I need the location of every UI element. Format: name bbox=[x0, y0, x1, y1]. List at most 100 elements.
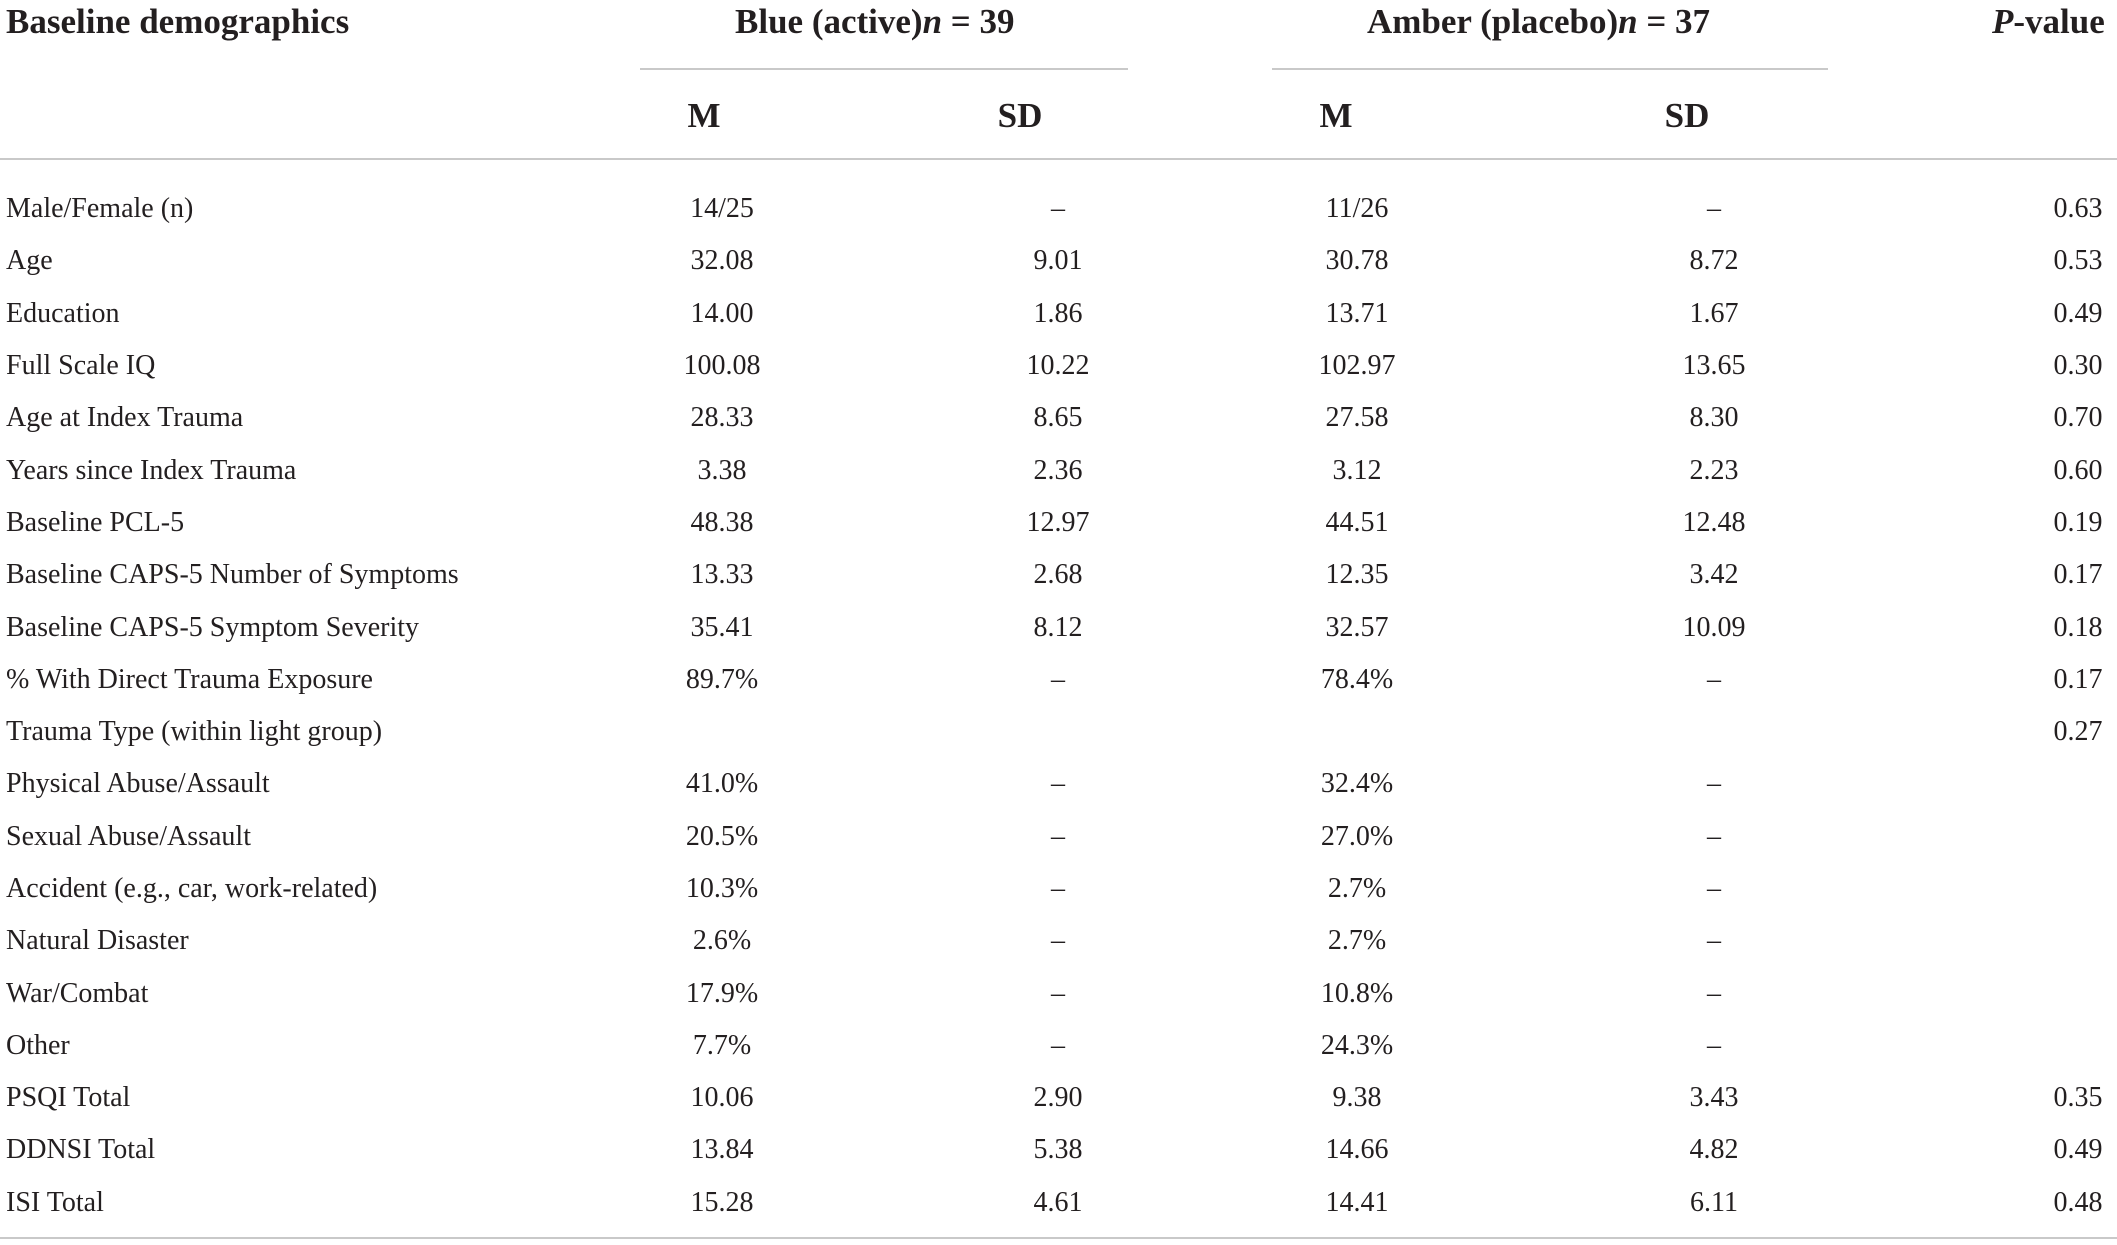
amber-sd-cell: – bbox=[1707, 977, 1721, 1009]
amber-sd-cell: – bbox=[1707, 1029, 1721, 1061]
table-row: Trauma Type (within light group) 0.27 bbox=[0, 706, 2117, 758]
row-label: Education bbox=[6, 297, 120, 329]
blue-mean-cell: 20.5% bbox=[685, 820, 759, 852]
blue-sd-cell: 5.38 bbox=[1033, 1134, 1083, 1166]
table-row: Other 7.7% – 24.3% – bbox=[0, 1020, 2117, 1072]
amber-mean-cell: 78.4% bbox=[1320, 663, 1394, 695]
blue-mean-cell: 89.7% bbox=[685, 663, 759, 695]
row-label: Baseline CAPS-5 Symptom Severity bbox=[6, 611, 419, 643]
row-label: Accident (e.g., car, work-related) bbox=[6, 873, 378, 904]
amber-sd-cell: 10.09 bbox=[1682, 611, 1746, 643]
blue-sd-cell: 1.86 bbox=[1033, 297, 1083, 329]
blue-mean-cell bbox=[580, 706, 830, 758]
table-row: ISI Total 15.28 4.61 14.41 6.11 0.48 bbox=[0, 1177, 2117, 1229]
blue-sd-cell: – bbox=[1051, 820, 1065, 852]
amber-n-value: = 37 bbox=[1637, 2, 1711, 41]
blue-sd-cell: – bbox=[1051, 977, 1065, 1009]
blue-sd-cell: – bbox=[1051, 663, 1065, 695]
amber-mean-cell: 3.12 bbox=[1332, 454, 1382, 486]
blue-mean-cell: 32.08 bbox=[690, 245, 754, 277]
p-value-cell: 0.35 bbox=[2053, 1082, 2103, 1114]
row-label: Other bbox=[6, 1029, 70, 1061]
amber-sd-cell: – bbox=[1707, 768, 1721, 800]
amber-sd-cell: 8.30 bbox=[1689, 402, 1739, 434]
amber-sd-cell: – bbox=[1707, 820, 1721, 852]
amber-mean-cell: 13.71 bbox=[1325, 297, 1389, 329]
table-row: % With Direct Trauma Exposure 89.7% – 78.4%… bbox=[0, 654, 2117, 706]
amber-sd-cell: 12.48 bbox=[1682, 506, 1746, 538]
table-row: PSQI Total 10.06 2.90 9.38 3.43 0.35 bbox=[0, 1072, 2117, 1124]
p-value-cell: 0.60 bbox=[2053, 454, 2103, 486]
amber-mean-cell bbox=[1215, 706, 1475, 758]
blue-mean-cell: 48.38 bbox=[690, 506, 754, 538]
amber-sd-cell: – bbox=[1707, 193, 1721, 225]
blue-mean-cell: 14.00 bbox=[690, 297, 754, 329]
p-suffix: -value bbox=[2013, 2, 2105, 41]
table-row: War/Combat 17.9% – 10.8% – bbox=[0, 967, 2117, 1019]
blue-sd-cell: 9.01 bbox=[1033, 245, 1083, 277]
table-row: Education 14.00 1.86 13.71 1.67 0.49 bbox=[0, 288, 2117, 340]
blue-mean-cell: 10.06 bbox=[690, 1082, 754, 1114]
header-blue-group: Blue (active)n = 39 bbox=[735, 0, 1015, 44]
amber-sd-cell: – bbox=[1707, 663, 1721, 695]
p-value-cell: 0.18 bbox=[2053, 611, 2103, 643]
amber-mean-cell: 11/26 bbox=[1325, 193, 1389, 225]
p-value-cell bbox=[1915, 1020, 2117, 1072]
blue-mean-cell: 10.3% bbox=[685, 873, 759, 904]
blue-mean-cell: 100.08 bbox=[683, 350, 761, 382]
table-row: Baseline CAPS-5 Number of Symptoms 13.33 2… bbox=[0, 549, 2117, 601]
header-p-value: P-value bbox=[1992, 0, 2105, 44]
table-row: Natural Disaster 2.6% – 2.7% – bbox=[0, 915, 2117, 967]
blue-n-variable: n bbox=[922, 2, 943, 41]
amber-sd-cell: 3.42 bbox=[1689, 559, 1739, 591]
blue-mean-cell: 14/25 bbox=[690, 193, 754, 225]
amber-mean-cell: 27.58 bbox=[1325, 402, 1389, 434]
data-table-body: Male/Female (n) 14/25 – 11/26 – 0.63 Age 32.08 9… bbox=[0, 183, 2117, 1229]
p-value-cell: 0.17 bbox=[2053, 663, 2103, 695]
subheader-amber-sd: SD bbox=[1664, 96, 1710, 135]
p-italic: P bbox=[1992, 2, 2014, 41]
amber-sd-cell: 1.67 bbox=[1689, 297, 1739, 329]
blue-sd-cell bbox=[830, 706, 1215, 758]
blue-mean-cell: 2.6% bbox=[692, 925, 752, 957]
blue-mean-cell: 41.0% bbox=[685, 768, 759, 800]
blue-sd-cell: – bbox=[1051, 925, 1065, 957]
blue-sd-cell: – bbox=[1051, 768, 1065, 800]
p-value-cell: 0.70 bbox=[2053, 402, 2103, 434]
blue-sd-cell: – bbox=[1051, 1029, 1065, 1061]
blue-group-rule bbox=[640, 68, 1128, 70]
blue-sd-cell: 2.90 bbox=[1033, 1082, 1083, 1114]
p-value-cell: 0.53 bbox=[2053, 245, 2103, 277]
row-label: Age bbox=[6, 245, 53, 277]
p-value-cell: 0.48 bbox=[2053, 1186, 2103, 1218]
row-label: Baseline CAPS-5 Number of Symptoms bbox=[6, 559, 459, 591]
table-row: Baseline CAPS-5 Symptom Severity 35.41 8.1… bbox=[0, 601, 2117, 653]
amber-mean-cell: 32.57 bbox=[1325, 611, 1389, 643]
amber-mean-cell: 2.7% bbox=[1327, 925, 1387, 957]
blue-sd-cell: – bbox=[1051, 873, 1065, 904]
blue-sd-cell: 10.22 bbox=[1026, 350, 1090, 382]
table-row: Male/Female (n) 14/25 – 11/26 – 0.63 bbox=[0, 183, 2117, 235]
amber-group-rule bbox=[1272, 68, 1828, 70]
p-value-cell: 0.49 bbox=[2053, 1134, 2103, 1166]
blue-n-value: = 39 bbox=[942, 2, 1015, 41]
blue-mean-cell: 3.38 bbox=[697, 454, 747, 486]
header-bottom-rule bbox=[0, 158, 2117, 160]
table-bottom-rule bbox=[0, 1237, 2117, 1239]
amber-sd-cell bbox=[1475, 706, 1915, 758]
amber-mean-cell: 30.78 bbox=[1325, 245, 1389, 277]
row-label: Baseline PCL-5 bbox=[6, 506, 185, 538]
p-value-cell: 0.17 bbox=[2053, 559, 2103, 591]
subheader-blue-sd: SD bbox=[997, 96, 1043, 135]
amber-mean-cell: 14.66 bbox=[1325, 1134, 1389, 1166]
amber-mean-cell: 9.38 bbox=[1332, 1082, 1382, 1114]
p-value-cell bbox=[1915, 811, 2117, 863]
amber-sd-cell: 13.65 bbox=[1682, 350, 1746, 382]
p-value-cell bbox=[1915, 915, 2117, 967]
blue-mean-cell: 28.33 bbox=[690, 402, 754, 434]
row-label: War/Combat bbox=[6, 977, 149, 1009]
table-row: Age 32.08 9.01 30.78 8.72 0.53 bbox=[0, 235, 2117, 287]
amber-sd-cell: 3.43 bbox=[1689, 1082, 1739, 1114]
subheader-blue-m: M bbox=[687, 96, 721, 135]
